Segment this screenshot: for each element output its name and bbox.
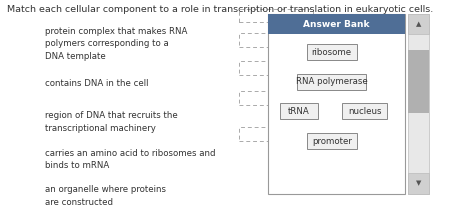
Bar (408, 173, 429, 194)
Text: region of DNA that recruits the
transcriptional machinery: region of DNA that recruits the transcri… (45, 111, 178, 133)
Text: tRNA: tRNA (288, 107, 310, 116)
Text: protein complex that makes RNA
polymers corresponding to a
DNA template: protein complex that makes RNA polymers … (45, 27, 187, 61)
Text: Answer Bank: Answer Bank (303, 19, 370, 29)
Text: ▼: ▼ (416, 180, 421, 187)
Text: ▲: ▲ (416, 21, 421, 27)
Bar (408, 14, 429, 34)
Bar (280, 103, 318, 119)
Bar (342, 103, 387, 119)
Text: nucleus: nucleus (348, 107, 382, 116)
Text: ribosome: ribosome (312, 48, 352, 57)
Bar (239, 127, 313, 141)
Bar (307, 133, 356, 149)
Bar (239, 9, 313, 22)
Text: RNA polymerase: RNA polymerase (296, 77, 368, 86)
Bar (268, 14, 405, 194)
Text: Match each cellular component to a role in transcription or translation in eukar: Match each cellular component to a role … (7, 5, 433, 14)
Bar (408, 14, 429, 194)
Bar (239, 61, 313, 75)
Text: carries an amino acid to ribosomes and
binds to mRNA: carries an amino acid to ribosomes and b… (45, 149, 216, 170)
Bar (268, 14, 405, 34)
Bar (298, 74, 366, 90)
Text: contains DNA in the cell: contains DNA in the cell (45, 79, 148, 88)
Bar (239, 33, 313, 47)
Bar (239, 91, 313, 105)
Text: promoter: promoter (312, 137, 352, 146)
Bar (408, 50, 429, 113)
Bar (307, 45, 356, 60)
Text: an organelle where proteins
are constructed: an organelle where proteins are construc… (45, 185, 166, 207)
